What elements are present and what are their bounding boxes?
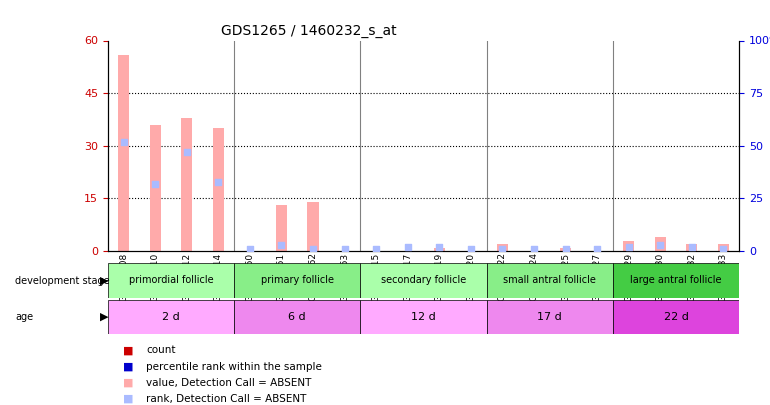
Bar — [149, 125, 161, 251]
Text: large antral follicle: large antral follicle — [631, 275, 721, 286]
Text: 6 d: 6 d — [289, 312, 306, 322]
Text: ■: ■ — [123, 362, 134, 371]
Point — [243, 246, 256, 252]
Text: small antral follicle: small antral follicle — [504, 275, 596, 286]
Text: GDS1265 / 1460232_s_at: GDS1265 / 1460232_s_at — [222, 24, 397, 38]
Bar — [654, 237, 666, 251]
Text: development stage: development stage — [15, 276, 110, 286]
Point — [180, 149, 192, 156]
FancyBboxPatch shape — [360, 263, 487, 298]
FancyBboxPatch shape — [613, 300, 739, 334]
Point — [496, 246, 508, 252]
Text: value, Detection Call = ABSENT: value, Detection Call = ABSENT — [146, 378, 312, 388]
Point — [718, 246, 730, 252]
Point — [401, 244, 413, 250]
Bar — [434, 247, 445, 251]
Text: ■: ■ — [123, 394, 134, 404]
Point — [275, 241, 287, 248]
Text: 12 d: 12 d — [411, 312, 436, 322]
Point — [591, 246, 603, 252]
Point — [464, 246, 477, 252]
Point — [654, 241, 666, 248]
Point — [370, 246, 382, 252]
Text: ■: ■ — [123, 345, 134, 355]
FancyBboxPatch shape — [108, 300, 234, 334]
Text: percentile rank within the sample: percentile rank within the sample — [146, 362, 322, 371]
Point — [117, 139, 129, 145]
FancyBboxPatch shape — [234, 263, 360, 298]
Text: secondary follicle: secondary follicle — [381, 275, 466, 286]
Point — [622, 244, 634, 250]
Bar — [686, 244, 698, 251]
Text: age: age — [15, 312, 34, 322]
Bar — [181, 118, 192, 251]
Text: ▶: ▶ — [99, 312, 109, 322]
Bar — [718, 244, 729, 251]
Bar — [276, 205, 287, 251]
Text: 17 d: 17 d — [537, 312, 562, 322]
Point — [149, 181, 162, 187]
FancyBboxPatch shape — [360, 300, 487, 334]
Bar — [118, 55, 129, 251]
Bar — [623, 241, 634, 251]
Bar — [213, 128, 224, 251]
Point — [527, 246, 540, 252]
Bar — [307, 202, 319, 251]
FancyBboxPatch shape — [108, 263, 234, 298]
FancyBboxPatch shape — [487, 263, 613, 298]
Text: 22 d: 22 d — [664, 312, 688, 322]
FancyBboxPatch shape — [234, 300, 360, 334]
FancyBboxPatch shape — [613, 263, 739, 298]
Point — [559, 246, 571, 252]
Text: ■: ■ — [123, 378, 134, 388]
Text: primordial follicle: primordial follicle — [129, 275, 213, 286]
Text: ▶: ▶ — [99, 276, 109, 286]
Point — [685, 244, 698, 250]
Text: 2 d: 2 d — [162, 312, 180, 322]
Text: count: count — [146, 345, 176, 355]
Point — [433, 244, 445, 250]
Point — [306, 246, 319, 252]
Point — [212, 178, 225, 185]
Bar — [560, 247, 571, 251]
Text: rank, Detection Call = ABSENT: rank, Detection Call = ABSENT — [146, 394, 306, 404]
Text: primary follicle: primary follicle — [261, 275, 333, 286]
Point — [338, 246, 350, 252]
Bar — [497, 244, 508, 251]
FancyBboxPatch shape — [487, 300, 613, 334]
